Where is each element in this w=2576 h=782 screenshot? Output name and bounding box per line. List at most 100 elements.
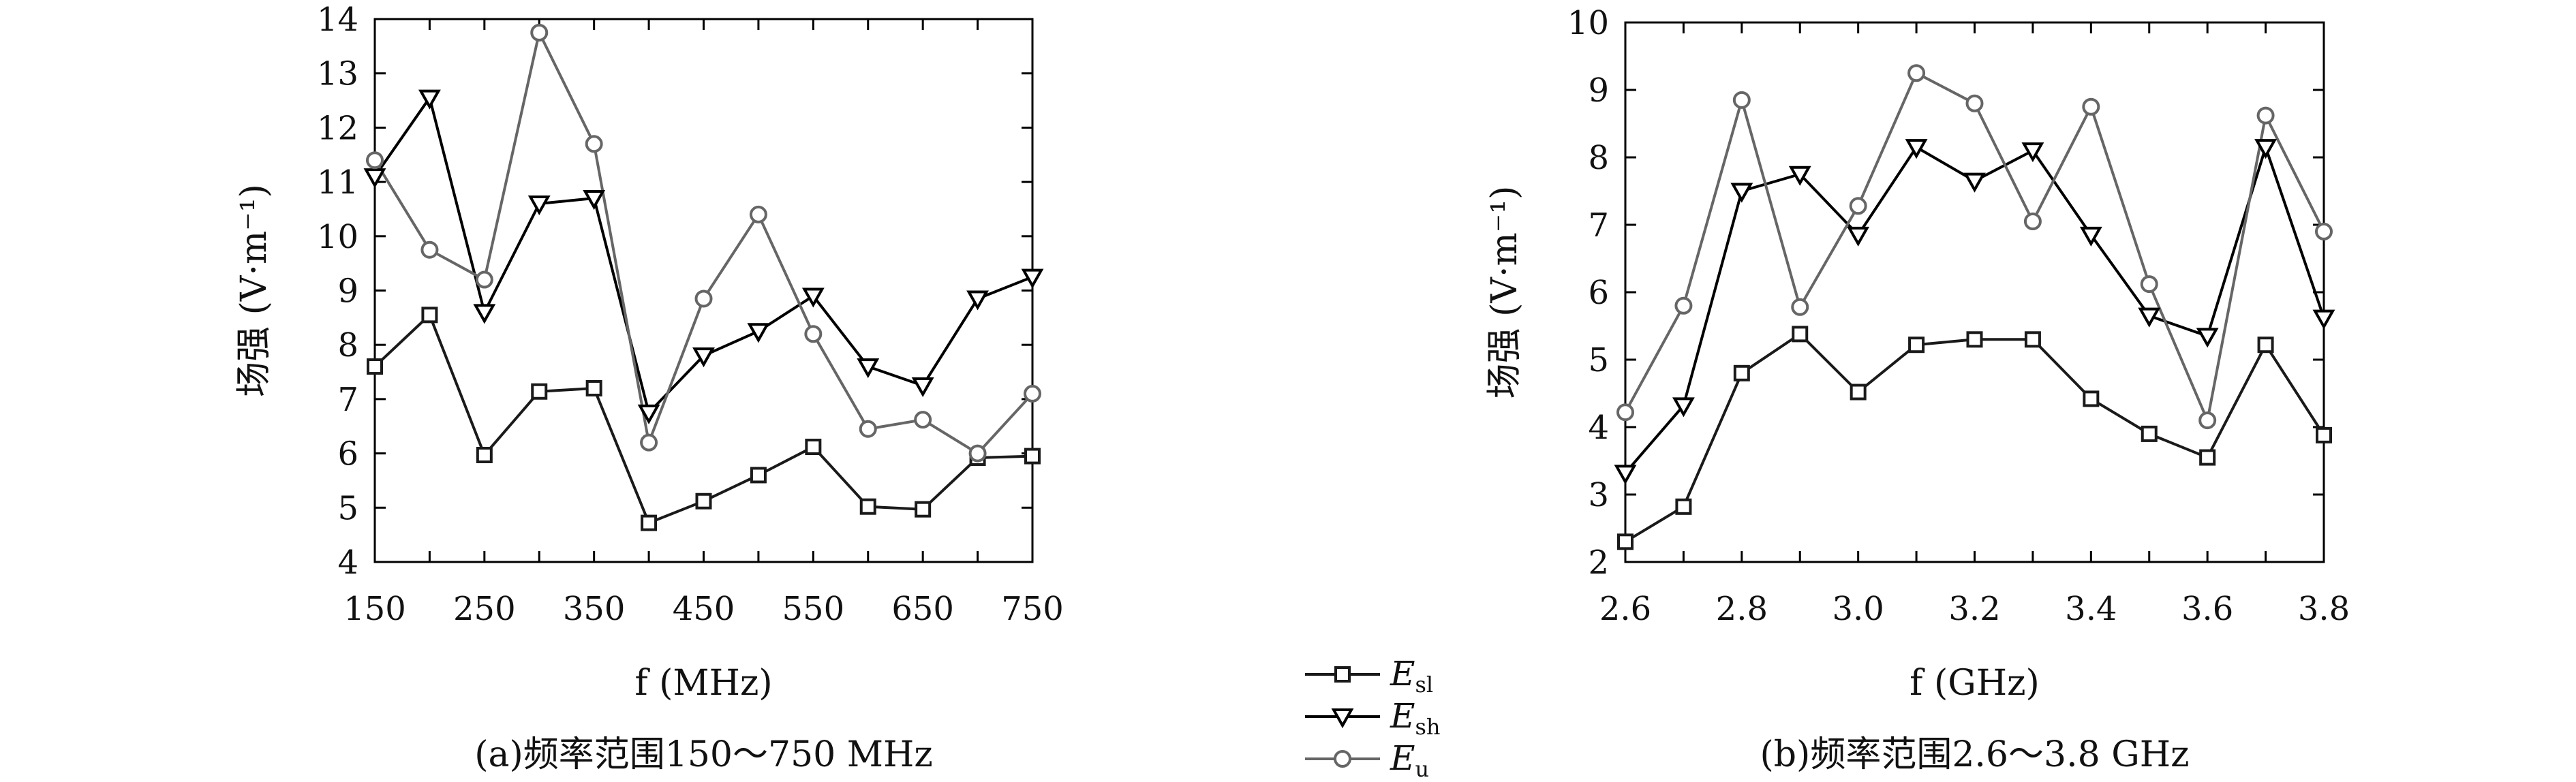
data-point-e_sh — [801, 287, 825, 308]
data-point-e_sh — [911, 377, 934, 398]
y-tick-label: 4 — [1588, 409, 1609, 447]
series-line-e_u — [373, 31, 1034, 455]
x-axis-label: f (MHz) — [634, 663, 772, 704]
x-tick-label: 3.2 — [1948, 590, 2000, 628]
y-tick-label: 14 — [317, 1, 358, 39]
data-point-e_sh — [1847, 226, 1870, 247]
data-point-e_u — [1674, 296, 1693, 315]
legend-label: Esh — [1390, 696, 1441, 740]
x-tick-label: 550 — [782, 590, 845, 628]
data-point-e_sh — [1788, 166, 1811, 186]
data-point-e_u — [1732, 91, 1751, 109]
data-point-e_u — [914, 411, 932, 429]
data-point-e_u — [2198, 411, 2217, 430]
y-tick-label: 9 — [1588, 72, 1609, 110]
y-tick-label: 13 — [317, 55, 358, 93]
data-point-e_sh — [2196, 328, 2219, 348]
data-point-e_sh — [747, 323, 770, 343]
data-point-e_sl — [476, 446, 493, 463]
data-point-e_u — [749, 205, 767, 223]
legend-marker — [1331, 708, 1354, 729]
data-point-e_sh — [473, 304, 496, 324]
data-point-e_sh — [1021, 268, 1044, 289]
data-point-e_sh — [2079, 226, 2102, 247]
data-point-e_sl — [367, 358, 383, 375]
x-tick-label: 650 — [891, 590, 954, 628]
legend-label: Eu — [1390, 738, 1429, 782]
series-line-e_u — [1624, 72, 2325, 422]
data-point-e_u — [420, 240, 439, 259]
data-point-e_sh — [2138, 307, 2161, 328]
data-point-e_u — [2315, 222, 2333, 240]
data-point-e_sl — [915, 501, 932, 518]
data-point-e_sl — [2257, 337, 2274, 354]
x-tick-label: 3.4 — [2065, 590, 2117, 628]
x-tick-label: 150 — [343, 590, 406, 628]
data-point-e_u — [2256, 106, 2275, 125]
x-tick-label: 250 — [453, 590, 516, 628]
data-point-e_u — [530, 23, 549, 42]
data-point-e_sh — [527, 195, 551, 216]
y-tick-label: 7 — [337, 381, 358, 419]
y-tick-label: 10 — [317, 218, 358, 256]
data-point-e_u — [859, 420, 877, 438]
data-point-e_sh — [1614, 465, 1637, 485]
legend-subscript: u — [1415, 756, 1430, 782]
y-tick-label: 6 — [1588, 274, 1609, 312]
y-tick-label: 8 — [1588, 139, 1609, 177]
y-tick-label: 7 — [1588, 206, 1609, 245]
y-tick-label: 6 — [337, 435, 358, 473]
data-point-e_sl — [2316, 426, 2332, 443]
x-tick-label: 450 — [673, 590, 735, 628]
legend-subscript: sl — [1415, 672, 1434, 698]
data-point-e_sl — [421, 307, 438, 324]
series-line-e_sl — [373, 313, 1033, 525]
data-point-e_u — [585, 135, 603, 153]
legend-symbol: E — [1390, 738, 1415, 778]
y-tick-label: 11 — [317, 163, 358, 202]
legend-marker — [1334, 666, 1351, 683]
data-point-e_sh — [1672, 397, 1695, 418]
y-tick-label: 12 — [317, 109, 358, 147]
data-point-e_sl — [1850, 384, 1867, 401]
data-point-e_sl — [1675, 498, 1692, 515]
legend-symbol: E — [1390, 654, 1415, 693]
data-point-e_sh — [1905, 139, 1928, 159]
data-point-e_u — [2023, 213, 2042, 231]
data-point-e_u — [804, 325, 823, 343]
data-point-e_sh — [583, 190, 606, 210]
data-point-e_sl — [1024, 448, 1041, 465]
legend-label: Esl — [1390, 654, 1433, 698]
data-point-e_u — [2140, 275, 2158, 294]
y-tick-label: 4 — [337, 544, 358, 582]
data-point-e_sl — [750, 467, 767, 484]
x-tick-label: 3.0 — [1832, 590, 1884, 628]
data-point-e_u — [1024, 384, 1041, 403]
data-point-e_sh — [418, 89, 441, 110]
data-point-e_sl — [2024, 331, 2041, 348]
data-point-e_u — [475, 270, 493, 289]
data-point-e_sh — [1963, 172, 1986, 193]
y-axis-label: 场强 (V·m⁻¹) — [234, 184, 275, 397]
data-point-e_u — [2082, 97, 2100, 116]
data-point-e_sh — [1730, 183, 1753, 203]
x-tick-label: 2.8 — [1716, 590, 1768, 628]
data-point-e_u — [1616, 403, 1634, 422]
x-tick-label: 3.6 — [2181, 590, 2233, 628]
chart-caption: (a)频率范围150～750 MHz — [474, 734, 933, 775]
data-point-e_sl — [641, 514, 658, 531]
y-tick-label: 10 — [1567, 4, 1609, 42]
data-point-e_sl — [585, 379, 602, 396]
y-tick-label: 5 — [1588, 341, 1609, 379]
y-tick-label: 9 — [337, 272, 358, 311]
data-point-e_u — [1791, 298, 1809, 316]
y-tick-label: 8 — [337, 326, 358, 364]
data-point-e_u — [1849, 197, 1867, 215]
legend-subscript: sh — [1415, 714, 1441, 740]
data-point-e_u — [640, 433, 658, 452]
data-point-e_sh — [857, 358, 880, 379]
data-point-e_sh — [637, 404, 660, 424]
data-point-e_u — [1907, 64, 1926, 82]
data-point-e_u — [694, 290, 713, 308]
